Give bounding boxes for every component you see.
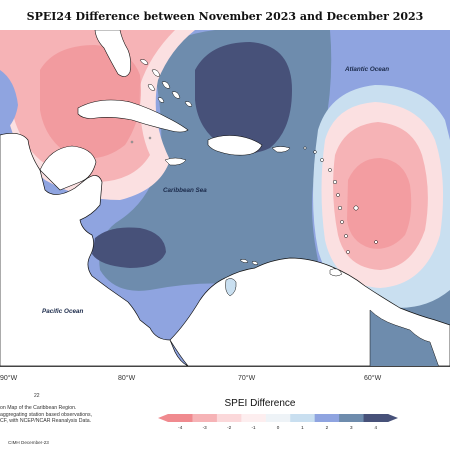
legend-tick-label: -4	[178, 425, 183, 430]
extreme-wet-core-north	[195, 42, 292, 154]
atlantic-ocean-label: Atlantic Ocean	[345, 66, 390, 73]
cayman-islands	[130, 136, 152, 144]
florida-peninsula	[94, 30, 131, 77]
spei-difference-map: Atlantic Ocean Caribbean Sea Pacific Oce…	[0, 30, 450, 367]
legend-color-cell	[265, 414, 291, 422]
legend-tick-label: -3	[202, 425, 207, 430]
longitude-label: 90°W	[0, 375, 18, 382]
map-title: SPEI24 Difference between November 2023 …	[26, 10, 424, 23]
pacific-ocean-label: Pacific Ocean	[42, 308, 84, 315]
legend-arrow-low	[158, 414, 168, 422]
legend-color-cell	[168, 414, 193, 422]
caribbean-sea-label: Caribbean Sea	[163, 187, 207, 194]
source-note-line: on Map of the Caribbean Region.	[0, 405, 77, 411]
puerto-rico-island	[271, 146, 291, 153]
small-mark: 22	[34, 393, 40, 399]
map-canvas	[0, 30, 450, 366]
legend-tick-label: -2	[227, 425, 232, 430]
credit-text: CIMH December-23	[8, 440, 49, 445]
longitude-label: 60°W	[364, 375, 382, 382]
legend-tick-label: 1	[301, 425, 304, 430]
cuba-island	[77, 99, 189, 133]
lake-maracaibo	[225, 278, 237, 297]
legend-color-cell	[363, 414, 389, 422]
source-note-line: CF, with NCEP/NCAR Reanalysis Data.	[0, 418, 92, 425]
legend-arrow-high	[388, 414, 398, 422]
wet-patch-northwest	[0, 70, 18, 135]
longitude-label: 70°W	[238, 375, 256, 382]
yucatan-peninsula	[39, 145, 97, 191]
extreme-wet-core-southwest	[92, 227, 166, 268]
lesser-antilles-islands	[303, 146, 378, 254]
legend-color-cell	[241, 414, 267, 422]
legend-title: SPEI Difference	[224, 398, 296, 409]
legend-color-cell	[192, 414, 218, 422]
legend-color-cell	[290, 414, 316, 422]
jamaica-island	[164, 157, 187, 166]
legend-tick-label: 4	[374, 425, 378, 430]
legend-tick-label: 0	[276, 425, 280, 430]
legend-colorbar	[158, 414, 398, 422]
legend-tick-label: -1	[251, 425, 256, 430]
strong-dry-area-west	[40, 45, 141, 159]
legend-color-cell	[216, 414, 242, 422]
strong-dry-area-east	[347, 158, 412, 249]
hispaniola-island	[207, 135, 263, 156]
central-america-landmass	[0, 133, 189, 366]
guianas-region	[369, 309, 439, 366]
longitude-label: 80°W	[118, 375, 136, 382]
legend-tick-label: 3	[350, 425, 353, 430]
legend-tick-label: 2	[325, 425, 329, 430]
southern-caribbean-islands	[239, 259, 343, 277]
source-note: on Map of the Caribbean Region. aggregat…	[0, 405, 92, 425]
bahamas-islands	[139, 59, 193, 107]
legend-color-cell	[314, 414, 340, 422]
legend-color-cell	[339, 414, 365, 422]
source-note-line: aggregating station based observations,	[0, 411, 92, 418]
